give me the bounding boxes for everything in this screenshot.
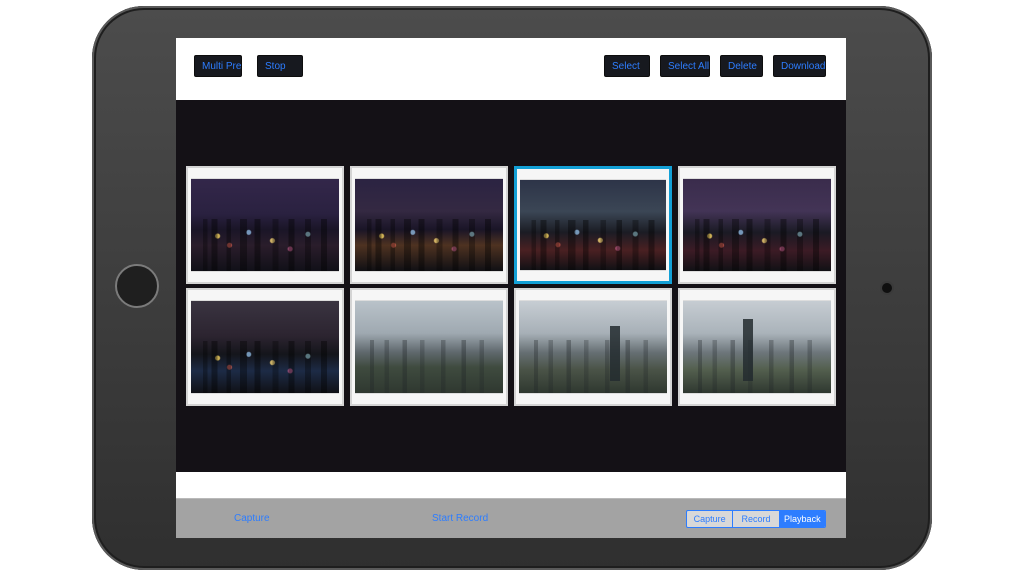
thumbnail-image [355,300,503,394]
mode-playback-tab[interactable]: Playback [779,511,825,527]
daytime-buildings [519,339,667,393]
bottom-toolbar: Capture Start Record Capture Record Play… [176,498,846,538]
multi-pre-button[interactable]: Multi Pre [194,55,242,77]
mode-capture-tab[interactable]: Capture [687,511,734,527]
mode-record-tab[interactable]: Record [733,511,780,527]
thumbnail-5[interactable] [186,288,344,406]
thumbnail-8[interactable] [678,288,836,406]
skyline-shape [191,341,339,393]
thumbnail-1[interactable] [186,166,344,284]
city-lights [191,301,339,393]
skyline-shape [191,219,339,271]
thumbnail-image [683,300,831,394]
mode-selector: Capture Record Playback [686,510,826,528]
delete-button[interactable]: Delete [720,55,763,77]
skyline-shape [520,219,666,270]
select-button[interactable]: Select [604,55,650,77]
city-lights [520,180,666,270]
tall-tower [610,326,620,381]
thumbnail-4[interactable] [678,166,836,284]
select-all-button[interactable]: Select All [660,55,710,77]
front-camera [882,283,892,293]
thumbnail-image [191,300,339,394]
city-lights [191,179,339,271]
top-toolbar: Multi Pre Stop Select Select All Delete … [176,38,846,100]
app-screen: Multi Pre Stop Select Select All Delete … [176,38,846,538]
thumbnail-6[interactable] [350,288,508,406]
thumbnail-image [191,178,339,272]
stop-button[interactable]: Stop [257,55,303,77]
home-button[interactable] [115,264,159,308]
download-button[interactable]: Download [773,55,826,77]
skyline-shape [683,219,831,271]
skyline-shape [355,219,503,271]
daytime-buildings [355,339,503,393]
bottom-spacer [176,472,846,498]
thumbnail-image [683,178,831,272]
thumbnail-7[interactable] [514,288,672,406]
daytime-buildings [683,339,831,393]
start-record-action[interactable]: Start Record [432,513,489,524]
thumbnail-image [355,178,503,272]
thumbnail-2[interactable] [350,166,508,284]
thumbnail-image [519,300,667,394]
city-lights [683,179,831,271]
thumbnail-grid [186,166,836,410]
thumbnail-image [520,179,666,271]
capture-action[interactable]: Capture [234,513,270,524]
thumbnail-3[interactable] [514,166,672,284]
media-content-area [176,100,846,472]
tall-tower [743,319,753,381]
city-lights [355,179,503,271]
